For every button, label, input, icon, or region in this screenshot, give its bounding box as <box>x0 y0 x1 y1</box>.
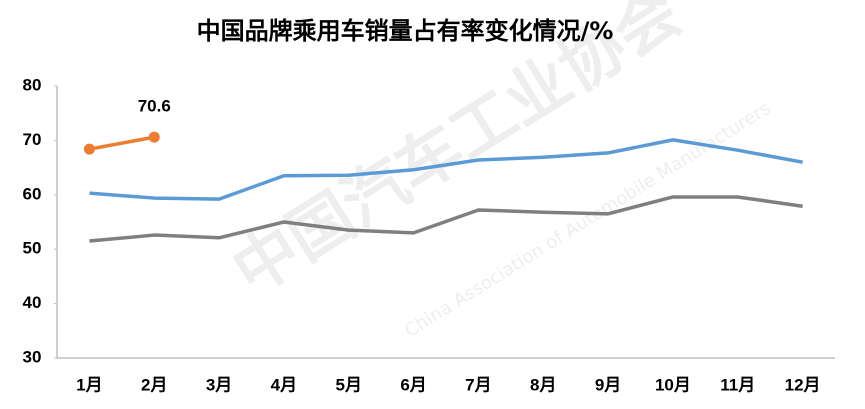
point <box>83 143 95 155</box>
x-tick-label: 4月 <box>271 375 297 394</box>
x-tick-label: 5月 <box>336 375 362 394</box>
x-tick-label: 8月 <box>530 375 556 394</box>
x-tick-label: 2月 <box>141 375 167 394</box>
series-line <box>89 195 803 243</box>
x-tick-label: 12月 <box>785 375 821 394</box>
y-tick-label: 30 <box>23 347 42 366</box>
chart-title: 中国品牌乘用车销量占有率变化情况/% <box>197 17 614 45</box>
x-tick-label: 6月 <box>400 375 426 394</box>
x-tick-label: 9月 <box>595 375 621 394</box>
data-label: 70.6 <box>138 97 171 116</box>
x-tick-label: 7月 <box>465 375 491 394</box>
y-tick-label: 50 <box>23 239 42 258</box>
x-tick-label: 10月 <box>655 375 691 394</box>
y-tick-label: 70 <box>23 130 42 149</box>
x-tick-label: 11月 <box>720 375 755 394</box>
watermark: 中国汽车工业协会 <box>220 0 693 310</box>
x-tick-label: 1月 <box>76 375 102 394</box>
series-line <box>89 138 803 201</box>
y-tick-label: 40 <box>23 293 42 312</box>
y-tick-label: 80 <box>23 75 42 94</box>
x-tick-label: 3月 <box>206 375 232 394</box>
point <box>148 131 160 143</box>
y-tick-label: 60 <box>23 184 42 203</box>
series-line <box>89 135 155 151</box>
